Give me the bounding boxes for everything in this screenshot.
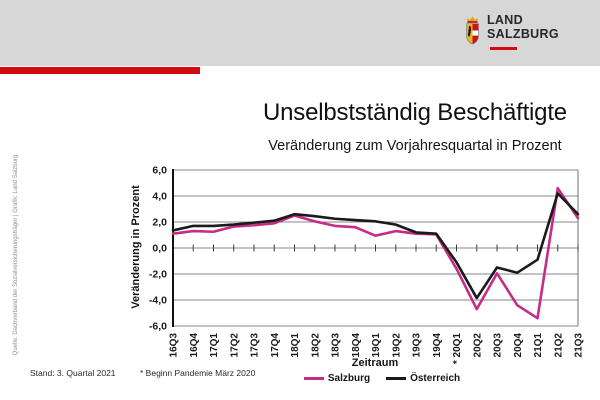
y-tick-label: 0,0 — [152, 243, 167, 255]
x-tick-label: 21Q1 — [533, 333, 544, 358]
y-tick-label: 6,0 — [152, 165, 167, 177]
x-tick-label: 21Q3 — [574, 333, 585, 358]
page-title: Unselbstständig Beschäftigte — [263, 99, 567, 126]
x-tick-label: 21Q2 — [553, 333, 564, 358]
salzburg-line — [171, 186, 580, 320]
x-tick-label: 18Q2 — [310, 333, 321, 358]
header-red-bar — [0, 67, 200, 74]
x-tick-label: 20Q2 — [472, 333, 483, 358]
x-tick-label: 19Q3 — [412, 333, 423, 358]
logo-line2: SALZBURG — [487, 26, 559, 41]
x-tick-label: 19Q4 — [432, 333, 443, 358]
legend-item-oesterreich: Österreich — [386, 373, 460, 384]
header-band — [0, 0, 600, 66]
x-tick-label: 17Q1 — [209, 333, 220, 358]
salzburg-coat-of-arms-icon — [466, 16, 479, 45]
page-subtitle: Veränderung zum Vorjahresquartal in Proz… — [268, 138, 562, 154]
status-date: Stand: 3. Quartal 2021 — [30, 368, 116, 378]
x-tick-label: * 20Q1 — [452, 333, 463, 365]
y-tick-label: -4,0 — [149, 295, 167, 307]
x-tick-label: 18Q1 — [290, 333, 301, 358]
salzburg-line-swatch — [303, 377, 324, 380]
pandemic-footnote: * Beginn Pandemie März 2020 — [140, 368, 256, 378]
x-tick-label: 20Q4 — [513, 333, 524, 358]
x-tick-label: 18Q3 — [331, 333, 342, 358]
oesterreich-line-swatch — [386, 377, 407, 380]
legend-label-salzburg: Salzburg — [327, 373, 371, 384]
logo-red-underline — [490, 47, 517, 50]
x-tick-label: 16Q3 — [169, 333, 180, 358]
x-tick-label: 19Q1 — [371, 333, 382, 358]
logo-wordmark: LAND SALZBURG — [487, 13, 559, 41]
source-note: Quelle: Dachverband der Sozialversicheru… — [13, 154, 19, 356]
x-axis-title: Zeitraum — [351, 357, 399, 369]
x-tick-label: 17Q4 — [270, 333, 281, 358]
y-tick-label: -2,0 — [149, 269, 167, 281]
x-tick-label: 20Q3 — [493, 333, 504, 358]
x-tick-label: 18Q4 — [351, 333, 362, 358]
y-tick-label: 4,0 — [152, 191, 167, 203]
x-tick-label: 19Q2 — [391, 333, 402, 358]
land-salzburg-logo: LAND SALZBURG — [464, 13, 559, 47]
oesterreich-line — [171, 192, 580, 300]
y-tick-label: 2,0 — [152, 217, 167, 229]
logo-line1: LAND — [487, 13, 523, 27]
legend-label-oesterreich: Österreich — [410, 373, 461, 384]
x-tick-label: 17Q2 — [229, 333, 240, 358]
chart-legend: Salzburg Österreich — [262, 373, 502, 384]
x-tick-label: 16Q4 — [189, 333, 200, 358]
y-tick-label: -6,0 — [149, 321, 167, 333]
legend-item-salzburg: Salzburg — [303, 373, 371, 384]
x-tick-label: 17Q3 — [250, 333, 261, 358]
